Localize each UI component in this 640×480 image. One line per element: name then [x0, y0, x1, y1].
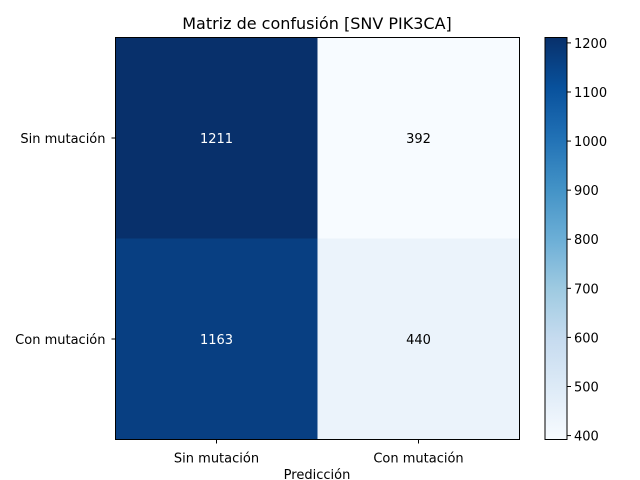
- colorbar-tick-label: 500: [574, 380, 599, 395]
- colorbar-tick-label: 700: [574, 282, 599, 297]
- heatmap-cells: 1211 392 1163 440: [115, 37, 520, 440]
- cell-value-label: 1163: [200, 333, 233, 348]
- heatmap-cell: [317, 238, 520, 440]
- heatmap-cell: [115, 238, 318, 440]
- x-tick-label: Con mutación: [373, 452, 463, 467]
- colorbar-tick-label: 400: [574, 430, 599, 445]
- x-axis-ticks: Sin mutación Con mutación: [174, 439, 464, 467]
- colorbar-tick-label: 900: [574, 184, 599, 199]
- colorbar-tick-label: 1200: [574, 37, 607, 52]
- chart-title: Matriz de confusión [SNV PIK3CA]: [182, 14, 452, 33]
- cell-value-label: 440: [406, 333, 431, 348]
- y-tick-label: Sin mutación: [20, 132, 105, 147]
- plot-frame: [115, 37, 520, 440]
- heatmap-cell: [317, 37, 520, 239]
- heatmap-cell: [115, 37, 318, 239]
- colorbar: [545, 37, 567, 440]
- cell-value-label: 392: [406, 132, 431, 147]
- colorbar-frame: [544, 37, 568, 440]
- x-axis-label: Predicción: [284, 468, 351, 480]
- y-axis-ticks: Sin mutación Con mutación: [15, 132, 116, 348]
- colorbar-tick-label: 800: [574, 233, 599, 248]
- x-tick-label: Sin mutación: [174, 452, 259, 467]
- colorbar-tick-label: 600: [574, 331, 599, 346]
- colorbar-tick-label: 1100: [574, 86, 607, 101]
- colorbar-tick-label: 1000: [574, 135, 607, 150]
- y-tick-label: Con mutación: [15, 333, 105, 348]
- colorbar-ticks: 400 500 600 700 800 900 1000 1100 1200: [567, 37, 607, 445]
- cell-value-label: 1211: [200, 132, 233, 147]
